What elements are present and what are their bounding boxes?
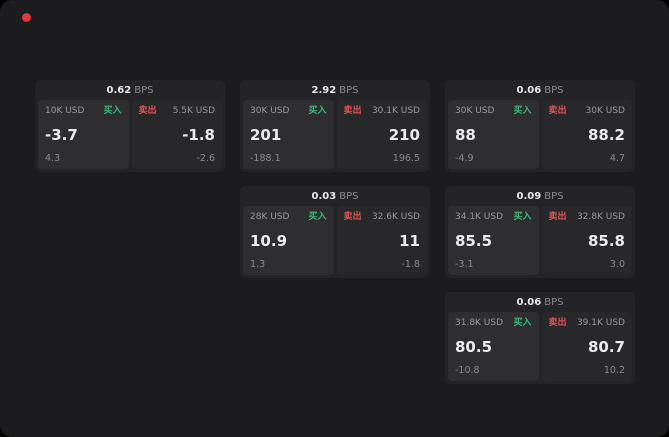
card-header: 0.09 BPS [448, 186, 632, 206]
sell-panel[interactable]: 卖出 30K USD 88.2 4.7 [541, 100, 632, 169]
quote-card: 0.09 BPS 34.1K USD 买入 85.5 -3.1 卖出 32.8K … [445, 186, 635, 278]
bps-unit-label: BPS [544, 297, 564, 308]
sell-delta: -2.6 [196, 153, 215, 164]
sell-label: 卖出 [343, 106, 362, 116]
buy-delta: -188.1 [250, 153, 281, 164]
buy-price: 88 [455, 125, 476, 144]
bps-unit-label: BPS [339, 191, 359, 202]
buy-size: 31.8K USD [455, 318, 504, 328]
buy-size: 28K USD [250, 212, 290, 222]
sell-panel[interactable]: 卖出 30.1K USD 210 196.5 [336, 100, 427, 169]
sell-size: 39.1K USD [576, 318, 625, 328]
sell-price: 88.2 [587, 125, 625, 144]
bps-unit-label: BPS [339, 85, 359, 96]
sell-size: 32.6K USD [371, 212, 420, 222]
buy-size: 10K USD [45, 106, 85, 116]
bps-unit-label: BPS [544, 85, 564, 96]
card-header: 0.06 BPS [448, 292, 632, 312]
sell-label: 卖出 [548, 106, 567, 116]
sell-label: 卖出 [548, 212, 567, 222]
quote-card: 0.03 BPS 28K USD 买入 10.9 1.3 卖出 32.6K USD… [240, 186, 430, 278]
buy-label: 买入 [513, 318, 532, 328]
buy-delta: 1.3 [250, 259, 266, 270]
bps-value: 0.06 [516, 297, 542, 308]
buy-delta: -3.1 [455, 259, 474, 270]
sell-size: 5.5K USD [172, 106, 215, 116]
bps-value: 0.62 [106, 85, 132, 96]
quote-card: 0.06 BPS 31.8K USD 买入 80.5 -10.8 卖出 39.1K… [445, 292, 635, 384]
buy-label: 买入 [308, 212, 327, 222]
sell-label: 卖出 [138, 106, 157, 116]
buy-panel[interactable]: 28K USD 买入 10.9 1.3 [243, 206, 334, 275]
buy-price: 201 [250, 125, 282, 144]
buy-delta: -10.8 [455, 365, 480, 376]
bps-value: 2.92 [311, 85, 337, 96]
bps-unit-label: BPS [134, 85, 154, 96]
buy-label: 买入 [103, 106, 122, 116]
sell-size: 30.1K USD [371, 106, 420, 116]
sell-size: 30K USD [585, 106, 625, 116]
sell-label: 卖出 [343, 212, 362, 222]
sell-delta: -1.8 [401, 259, 420, 270]
bps-value: 0.06 [516, 85, 542, 96]
sell-panel[interactable]: 卖出 32.6K USD 11 -1.8 [336, 206, 427, 275]
buy-panel[interactable]: 10K USD 买入 -3.7 4.3 [38, 100, 129, 169]
bps-value: 0.03 [311, 191, 337, 202]
buy-price: 80.5 [455, 337, 493, 356]
sell-label: 卖出 [548, 318, 567, 328]
card-header: 0.06 BPS [448, 80, 632, 100]
sell-price: 85.8 [587, 231, 625, 250]
sell-panel[interactable]: 卖出 32.8K USD 85.8 3.0 [541, 206, 632, 275]
buy-panel[interactable]: 30K USD 买入 88 -4.9 [448, 100, 539, 169]
sell-price: 11 [399, 231, 420, 250]
sell-panel[interactable]: 卖出 5.5K USD -1.8 -2.6 [131, 100, 222, 169]
card-header: 2.92 BPS [243, 80, 427, 100]
buy-size: 30K USD [455, 106, 495, 116]
sell-panel[interactable]: 卖出 39.1K USD 80.7 10.2 [541, 312, 632, 381]
bps-value: 0.09 [516, 191, 542, 202]
buy-panel[interactable]: 34.1K USD 买入 85.5 -3.1 [448, 206, 539, 275]
sell-delta: 3.0 [609, 259, 625, 270]
card-header: 0.03 BPS [243, 186, 427, 206]
quote-card: 2.92 BPS 30K USD 买入 201 -188.1 卖出 30.1K U… [240, 80, 430, 172]
buy-size: 30K USD [250, 106, 290, 116]
buy-size: 34.1K USD [455, 212, 504, 222]
buy-delta: 4.3 [45, 153, 61, 164]
buy-label: 买入 [308, 106, 327, 116]
buy-panel[interactable]: 30K USD 买入 201 -188.1 [243, 100, 334, 169]
quote-card: 0.62 BPS 10K USD 买入 -3.7 4.3 卖出 5.5K USD … [35, 80, 225, 172]
card-header: 0.62 BPS [38, 80, 222, 100]
buy-label: 买入 [513, 212, 532, 222]
buy-panel[interactable]: 31.8K USD 买入 80.5 -10.8 [448, 312, 539, 381]
sell-delta: 4.7 [609, 153, 625, 164]
sell-price: 210 [388, 125, 420, 144]
sell-size: 32.8K USD [576, 212, 625, 222]
buy-price: 85.5 [455, 231, 493, 250]
buy-delta: -4.9 [455, 153, 474, 164]
buy-label: 买入 [513, 106, 532, 116]
sell-delta: 10.2 [603, 365, 625, 376]
sell-price: 80.7 [587, 337, 625, 356]
buy-price: -3.7 [45, 125, 78, 144]
quote-card: 0.06 BPS 30K USD 买入 88 -4.9 卖出 30K USD 88… [445, 80, 635, 172]
sell-price: -1.8 [182, 125, 215, 144]
sell-delta: 196.5 [392, 153, 420, 164]
close-window-dot[interactable] [22, 13, 31, 22]
buy-price: 10.9 [250, 231, 288, 250]
bps-unit-label: BPS [544, 191, 564, 202]
